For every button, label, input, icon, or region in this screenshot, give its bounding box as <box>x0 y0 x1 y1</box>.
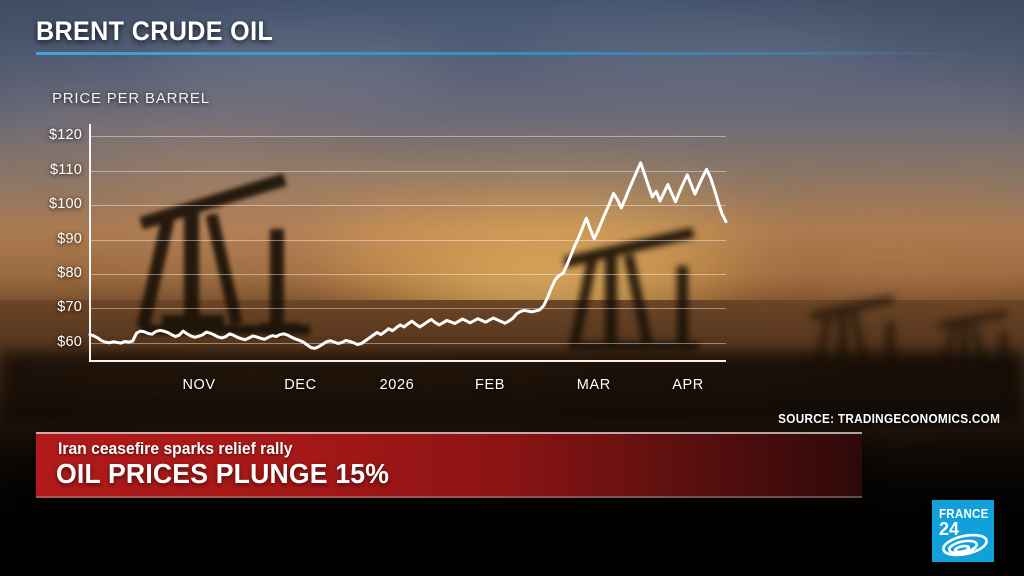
x-axis-tick-label: NOV <box>182 377 216 393</box>
x-axis-tick-label: DEC <box>284 377 317 393</box>
y-axis-tick-label: $70 <box>57 299 82 316</box>
lower-third-kicker: Iran ceasefire sparks relief rally <box>58 440 293 458</box>
gridline <box>90 342 726 344</box>
logo-text-24: 24 <box>939 519 960 539</box>
x-axis-line <box>89 360 726 362</box>
source-credit: SOURCE: TRADINGECONOMICS.COM <box>777 412 1000 426</box>
x-axis-tick-label: 2026 <box>379 377 415 393</box>
page-title: BRENT CRUDE OIL <box>36 16 274 46</box>
cloud-low <box>40 120 280 160</box>
logo-swoosh-icon <box>942 533 988 557</box>
lower-third-headline: OIL PRICES PLUNGE 15% <box>56 458 390 489</box>
y-axis-tick-label: $110 <box>50 161 82 178</box>
price-series-line <box>88 161 728 350</box>
pumpjack-left-icon <box>110 173 340 370</box>
y-axis-labels: $60 $70 $80 $90 $100 $110 $120 <box>0 0 82 576</box>
x-axis-tick-label: APR <box>672 377 704 393</box>
gridline <box>90 239 726 241</box>
gridline <box>90 136 726 138</box>
y-axis-tick-label: $60 <box>57 333 82 350</box>
gridline <box>90 273 726 275</box>
sky-gradient <box>0 0 1024 330</box>
x-axis-tick-label: MAR <box>576 377 611 393</box>
gridline <box>90 170 726 172</box>
logo-text-france: FRANCE <box>939 507 989 521</box>
title-block: BRENT CRUDE OIL <box>36 18 988 55</box>
y-axis-tick-label: $120 <box>48 127 82 144</box>
y-axis-tick-label: $90 <box>57 230 82 247</box>
x-axis-tick-label: FEB <box>475 377 506 393</box>
y-axis-tick-label: $100 <box>48 196 82 213</box>
y-axis-line <box>89 124 91 362</box>
pumpjack-center-icon <box>545 227 735 368</box>
france24-logo: FRANCE 24 <box>932 500 994 562</box>
lower-third-banner: Iran ceasefire sparks relief rally OIL P… <box>36 432 862 498</box>
title-underline <box>36 52 986 55</box>
chart-axis-caption: PRICE PER BARREL <box>52 90 210 107</box>
gridline <box>90 308 726 310</box>
gridline <box>90 205 726 207</box>
y-axis-tick-label: $80 <box>57 264 82 281</box>
